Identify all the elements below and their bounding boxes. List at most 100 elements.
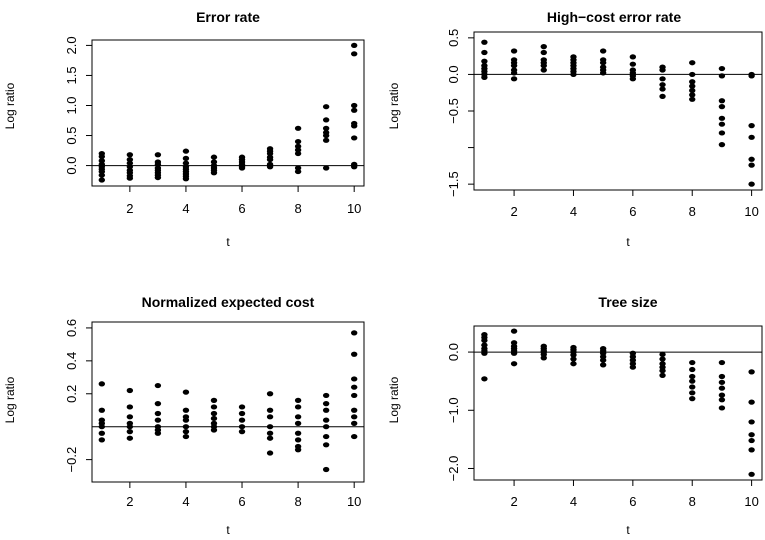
data-point: [126, 387, 134, 394]
data-point: [266, 424, 274, 430]
x-tick-label: 10: [744, 494, 758, 509]
data-point: [481, 74, 488, 80]
data-point: [689, 83, 696, 89]
x-tick-label: 8: [294, 494, 301, 509]
data-point: [689, 378, 696, 384]
data-point: [748, 399, 755, 405]
data-point: [126, 164, 134, 170]
data-point: [182, 176, 190, 182]
data-point: [659, 82, 666, 88]
data-point: [210, 397, 218, 403]
data-point: [689, 390, 696, 396]
data-point: [718, 73, 726, 79]
data-point: [126, 160, 134, 166]
data-point: [748, 437, 755, 444]
data-point: [718, 121, 726, 127]
y-tick-label: 0.2: [64, 385, 79, 403]
data-point: [350, 376, 358, 382]
data-point: [718, 373, 726, 380]
data-point: [126, 404, 134, 410]
data-point: [210, 154, 218, 160]
data-point: [748, 181, 755, 187]
data-point: [266, 407, 274, 413]
data-point: [481, 350, 488, 356]
data-point: [294, 125, 302, 131]
data-point: [238, 424, 246, 430]
data-point: [510, 76, 518, 82]
y-tick-label: 0.0: [446, 343, 461, 361]
y-tick-label: −1.5: [446, 171, 461, 197]
data-point: [182, 429, 190, 435]
data-point: [718, 405, 726, 411]
data-point: [350, 414, 358, 420]
data-point: [350, 392, 358, 399]
data-point: [126, 429, 134, 435]
data-point: [322, 125, 330, 131]
plot-frame: [91, 39, 365, 187]
data-point: [322, 392, 330, 399]
data-point: [98, 158, 106, 164]
data-point: [350, 330, 358, 336]
data-point: [599, 357, 607, 363]
data-point: [182, 160, 190, 166]
data-point: [481, 337, 488, 344]
data-point: [98, 153, 106, 160]
x-axis-label: t: [626, 235, 630, 249]
data-point: [294, 397, 302, 403]
y-tick-label: 2.0: [64, 36, 79, 54]
data-point: [182, 148, 190, 154]
x-tick-label: 2: [510, 204, 517, 219]
y-tick-label: −1.0: [446, 397, 461, 423]
data-point: [322, 117, 330, 123]
data-point: [718, 104, 726, 110]
plot-frame: [473, 31, 763, 191]
x-axis-label: t: [226, 523, 230, 537]
panel-normalized-expected-cost: Normalized expected cost Log ratio t 2 4 6…: [3, 294, 365, 537]
data-point: [510, 350, 518, 356]
data-point: [599, 60, 607, 66]
data-point: [322, 137, 330, 143]
data-point: [350, 407, 358, 413]
data-point: [98, 424, 106, 430]
data-point: [659, 93, 666, 99]
marks-group: [92, 42, 364, 183]
data-point: [659, 372, 666, 378]
data-point: [238, 410, 246, 417]
data-point: [718, 385, 726, 391]
panel-tree-size: Tree size Log ratio t 2 4 6 8 10 −2.0 −1.0 0.0: [387, 294, 763, 537]
data-point: [294, 138, 302, 145]
x-tick-label: 4: [570, 494, 577, 509]
data-point: [266, 430, 274, 436]
data-point: [629, 54, 637, 60]
x-tick-label: 2: [510, 494, 517, 509]
y-axis-label: Log ratio: [387, 376, 401, 423]
data-point: [154, 152, 162, 158]
data-point: [126, 152, 134, 158]
data-point: [689, 384, 696, 390]
y-tick-label: 0.0: [446, 65, 461, 83]
data-point: [748, 73, 755, 79]
data-point: [350, 420, 358, 426]
data-point: [540, 67, 547, 73]
y-tick-label: −0.2: [64, 447, 79, 473]
data-point: [126, 435, 134, 441]
data-point: [238, 165, 246, 171]
data-point: [98, 177, 106, 183]
data-point: [182, 417, 190, 423]
data-point: [689, 96, 696, 102]
tick-group: 2 4 6 8 10 −2.0 −1.0 0.0: [446, 343, 759, 509]
x-axis-label: t: [626, 523, 630, 537]
x-tick-label: 10: [347, 201, 361, 216]
data-point: [718, 130, 726, 136]
x-tick-label: 8: [689, 494, 696, 509]
data-point: [322, 466, 330, 473]
marks-group: [92, 330, 364, 473]
data-point: [322, 442, 330, 448]
data-point: [748, 369, 755, 375]
data-point: [689, 71, 696, 78]
x-tick-label: 6: [629, 494, 636, 509]
data-point: [322, 424, 330, 430]
data-point: [481, 49, 488, 56]
x-axis-label: t: [226, 235, 230, 249]
data-point: [629, 364, 637, 370]
